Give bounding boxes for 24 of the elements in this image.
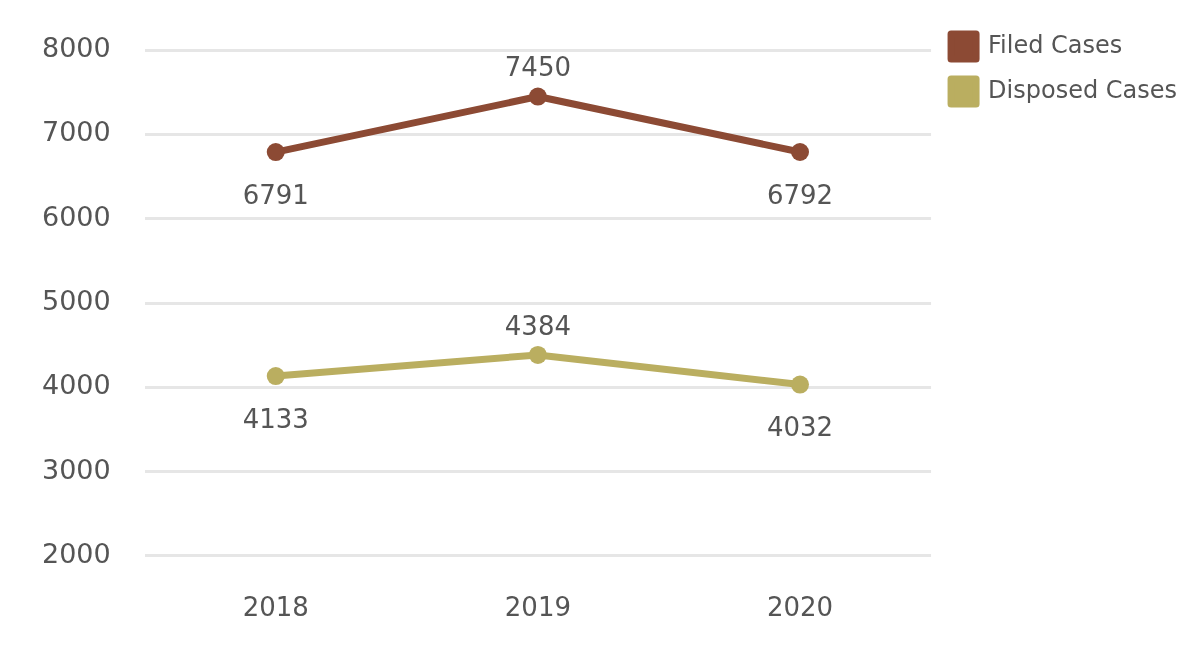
x-tick-label: 2018 (242, 592, 309, 623)
point (266, 143, 285, 162)
data-label: 4133 (242, 403, 309, 434)
y-tick-label: 7000 (41, 116, 111, 148)
y-tick-label: 4000 (41, 369, 111, 401)
y-tick-label: 6000 (41, 200, 111, 232)
point (791, 142, 809, 161)
legend-label: Disposed Cases (988, 75, 1178, 104)
point (528, 345, 547, 364)
x-tick-label: 2019 (504, 592, 571, 623)
y-tick-label: 5000 (41, 285, 111, 317)
data-label: 4384 (504, 310, 571, 341)
x-tick-label: 2020 (766, 592, 834, 623)
y-tick-label: 2000 (41, 537, 111, 569)
data-label: 4032 (766, 412, 834, 443)
point (791, 375, 809, 394)
legend-label: Filed Cases (988, 30, 1123, 59)
data-label: 6791 (242, 179, 309, 210)
y-tick-label: 3000 (41, 453, 111, 485)
data-label: 7450 (504, 52, 571, 83)
point (528, 87, 547, 106)
data-label: 6792 (766, 179, 834, 210)
y-tick-label: 8000 (41, 32, 111, 64)
point (266, 367, 285, 386)
